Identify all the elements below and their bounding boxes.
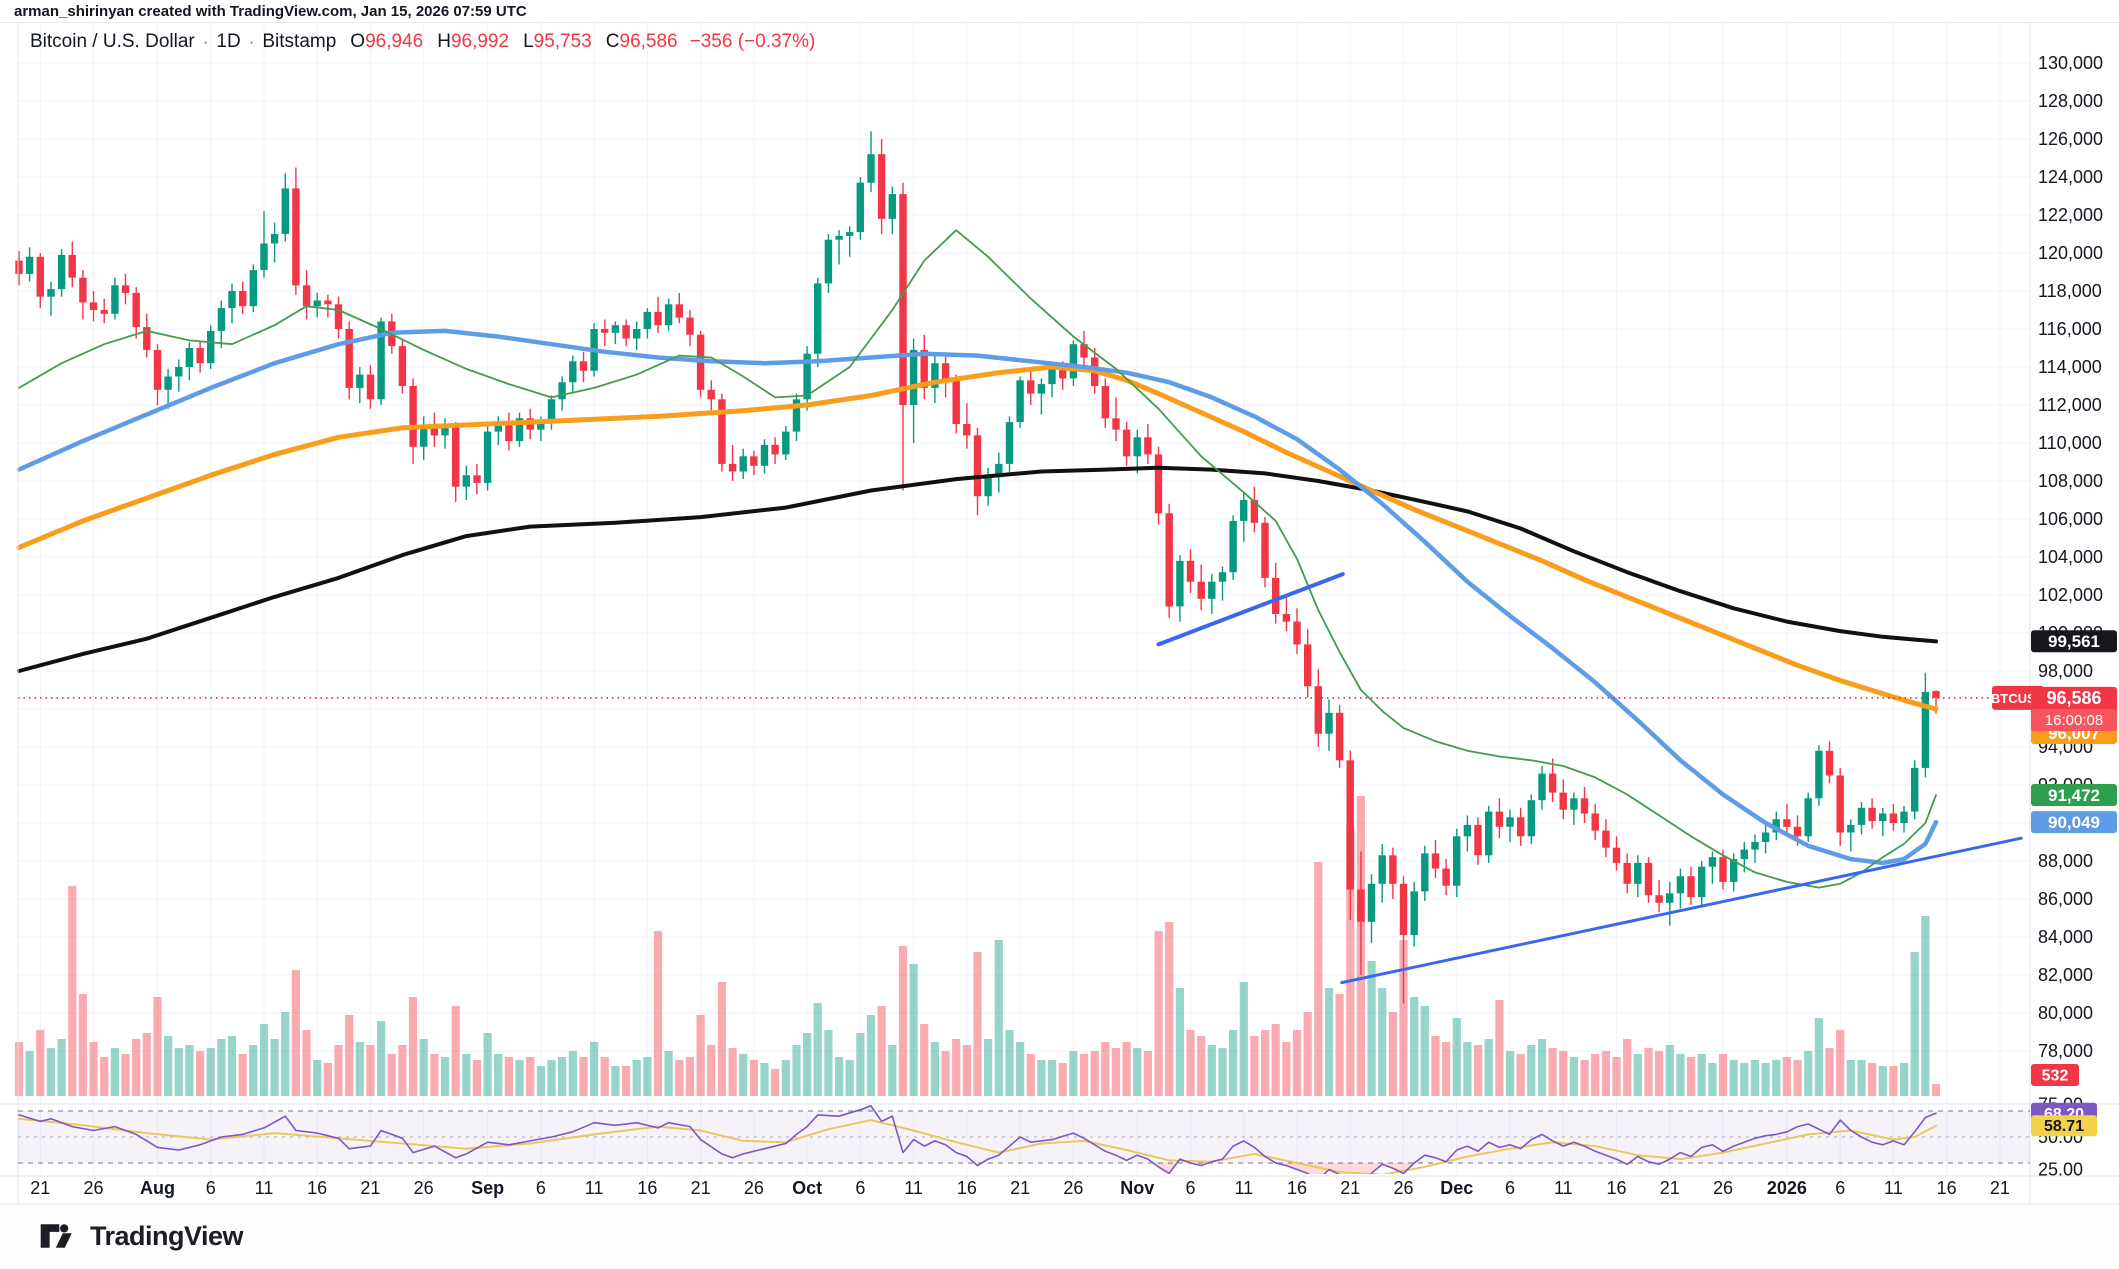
svg-text:21: 21 [30, 1178, 50, 1198]
svg-text:11: 11 [904, 1178, 923, 1198]
svg-text:26: 26 [744, 1178, 764, 1198]
svg-text:11: 11 [1234, 1178, 1253, 1198]
svg-text:112,000: 112,000 [2038, 395, 2102, 415]
trendlines-layer[interactable] [1156, 572, 2023, 985]
svg-text:122,000: 122,000 [2038, 205, 2103, 225]
ohlc-high: H96,992 [437, 31, 510, 52]
exchange-label[interactable]: Bitstamp [262, 31, 337, 52]
candles-layer [15, 131, 1940, 1004]
svg-text:26: 26 [83, 1178, 103, 1198]
svg-text:99,561: 99,561 [2048, 632, 2100, 651]
svg-text:16: 16 [637, 1178, 657, 1198]
svg-text:21: 21 [1990, 1178, 2010, 1198]
symbol-legend: Bitcoin / U.S. Dollar · 1D · Bitstamp O9… [30, 31, 815, 53]
svg-text:21: 21 [691, 1178, 711, 1198]
svg-text:26: 26 [1063, 1178, 1083, 1198]
svg-text:120,000: 120,000 [2038, 243, 2103, 263]
svg-text:118,000: 118,000 [2038, 281, 2102, 301]
svg-text:80,000: 80,000 [2038, 1003, 2093, 1023]
svg-text:84,000: 84,000 [2038, 927, 2093, 947]
rsi-pane[interactable] [18, 1105, 2030, 1185]
svg-text:16: 16 [957, 1178, 977, 1198]
svg-text:26: 26 [414, 1178, 434, 1198]
svg-text:16: 16 [1287, 1178, 1307, 1198]
tradingview-logo-icon [40, 1224, 72, 1248]
svg-text:102,000: 102,000 [2038, 585, 2103, 605]
change-label: −356 (−0.37%) [689, 31, 816, 52]
svg-text:Nov: Nov [1120, 1178, 1154, 1198]
svg-text:124,000: 124,000 [2038, 167, 2103, 187]
svg-text:Sep: Sep [471, 1178, 504, 1198]
svg-text:16: 16 [307, 1178, 327, 1198]
svg-text:98,000: 98,000 [2038, 661, 2093, 681]
svg-text:16: 16 [1937, 1178, 1957, 1198]
svg-text:6: 6 [536, 1178, 546, 1198]
time-scale[interactable]: 21 26 Aug 6 11 16 21 26 Sep 6 11 16 21 26 Oct 6 11 16 21 26… [30, 1178, 2010, 1198]
svg-text:Dec: Dec [1440, 1178, 1473, 1198]
svg-text:21: 21 [360, 1178, 380, 1198]
rsi-series [18, 1105, 1937, 1174]
svg-text:11: 11 [255, 1178, 274, 1198]
grid-layer [18, 22, 2030, 1174]
svg-text:11: 11 [1884, 1178, 1903, 1198]
svg-text:110,000: 110,000 [2038, 433, 2102, 453]
chart-canvas[interactable]: 78,000 80,000 82,000 84,000 86,000 88,000 90,0… [0, 22, 2119, 1205]
svg-text:6: 6 [1835, 1178, 1845, 1198]
svg-text:25.00: 25.00 [2038, 1160, 2083, 1180]
svg-text:91,472: 91,472 [2048, 786, 2100, 805]
interval-label[interactable]: 1D [216, 31, 241, 52]
attribution-bar: arman_shirinyan created with TradingView… [0, 0, 2119, 23]
svg-text:21: 21 [1340, 1178, 1360, 1198]
svg-text:11: 11 [585, 1178, 604, 1198]
svg-text:82,000: 82,000 [2038, 965, 2093, 985]
svg-text:16:00:08: 16:00:08 [2045, 712, 2103, 729]
chart-widget: 78,000 80,000 82,000 84,000 86,000 88,000 90,0… [0, 22, 2119, 1205]
svg-text:116,000: 116,000 [2038, 319, 2102, 339]
pane-borders [0, 22, 2119, 1205]
svg-text:26: 26 [1393, 1178, 1413, 1198]
price-scale[interactable]: 78,000 80,000 82,000 84,000 86,000 88,000 90,0… [2038, 53, 2103, 1180]
svg-text:6: 6 [1505, 1178, 1515, 1198]
svg-text:Aug: Aug [140, 1178, 175, 1198]
symbol-name[interactable]: Bitcoin / U.S. Dollar [30, 31, 195, 52]
ohlc-open: O96,946 [350, 31, 424, 52]
tradingview-logo[interactable]: TradingView [40, 1219, 244, 1253]
svg-text:6: 6 [1185, 1178, 1195, 1198]
svg-text:21: 21 [1010, 1178, 1030, 1198]
ohlc-close: C96,586 [605, 31, 678, 52]
svg-text:128,000: 128,000 [2038, 91, 2103, 111]
legend-separator-1: · [202, 32, 209, 51]
svg-text:96,586: 96,586 [2046, 688, 2101, 708]
svg-text:90,049: 90,049 [2048, 813, 2100, 832]
svg-text:126,000: 126,000 [2038, 129, 2103, 149]
svg-text:108,000: 108,000 [2038, 471, 2103, 491]
footer-bar: TradingView [0, 1205, 2119, 1269]
svg-text:88,000: 88,000 [2038, 851, 2093, 871]
ma-lines-layer [16, 229, 1939, 889]
svg-text:106,000: 106,000 [2038, 509, 2103, 529]
svg-text:6: 6 [206, 1178, 216, 1198]
svg-text:104,000: 104,000 [2038, 547, 2103, 567]
legend-separator-2: · [248, 32, 255, 51]
svg-text:114,000: 114,000 [2038, 357, 2102, 377]
svg-text:58.71: 58.71 [2044, 1118, 2084, 1135]
svg-text:130,000: 130,000 [2038, 53, 2103, 73]
ohlc-low: L95,753 [523, 31, 592, 52]
svg-text:532: 532 [2042, 1067, 2069, 1084]
svg-text:86,000: 86,000 [2038, 889, 2093, 909]
svg-text:26: 26 [1713, 1178, 1733, 1198]
svg-text:6: 6 [855, 1178, 865, 1198]
svg-text:78,000: 78,000 [2038, 1041, 2093, 1061]
svg-text:11: 11 [1554, 1178, 1573, 1198]
svg-text:2026: 2026 [1767, 1178, 1807, 1198]
attribution-text: arman_shirinyan created with TradingView… [14, 3, 527, 20]
svg-text:16: 16 [1606, 1178, 1626, 1198]
volume-layer [14, 796, 1941, 1096]
tradingview-logo-text: TradingView [90, 1220, 244, 1251]
svg-text:21: 21 [1660, 1178, 1680, 1198]
svg-text:Oct: Oct [792, 1178, 822, 1198]
